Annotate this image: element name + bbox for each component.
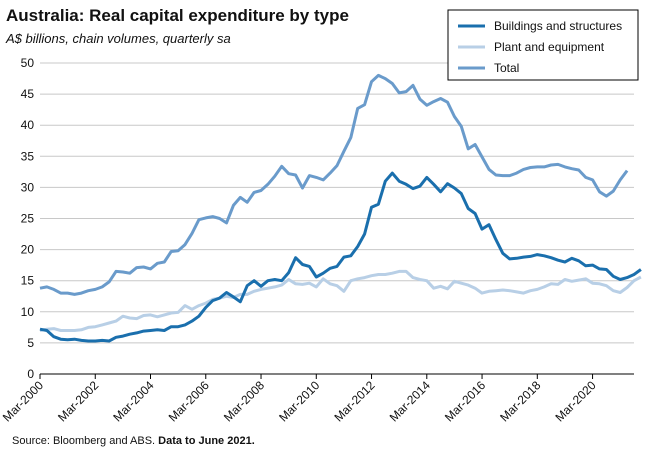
y-tick-label: 35 [21, 149, 35, 163]
x-tick-label: Mar-2014 [387, 378, 433, 424]
series-line-total [39, 73, 629, 296]
x-tick-label: Mar-2004 [110, 378, 156, 424]
y-tick-label: 45 [21, 87, 35, 101]
x-tick-label: Mar-2020 [552, 378, 598, 424]
y-tick-label: 20 [21, 243, 35, 257]
x-axis-ticks: Mar-2000 Mar-2002 Mar-2004 Mar-2006 Mar-2008… [0, 374, 599, 424]
legend-label-buildings-and-structures: Buildings and structures [494, 19, 622, 33]
legend-label-total: Total [494, 61, 519, 75]
y-tick-label: 25 [21, 212, 35, 226]
x-tick-label: Mar-2006 [166, 378, 212, 424]
y-tick-label: 50 [21, 56, 35, 70]
chart-subtitle: A$ billions, chain volumes, quarterly sa [6, 31, 231, 46]
gridlines [40, 62, 634, 375]
series-line-buildings-and-structures [39, 171, 642, 343]
data-date-note: Data to June 2021. [158, 435, 255, 447]
y-axis-ticks: 0 5 10 15 20 25 30 35 40 45 50 [21, 56, 35, 381]
y-tick-label: 40 [21, 118, 35, 132]
legend: Buildings and structures Plant and equipm… [447, 9, 639, 81]
chart-title: Australia: Real capital expenditure by t… [6, 6, 349, 25]
y-tick-label: 10 [21, 305, 35, 319]
source-text: Source: Bloomberg and ABS. [12, 435, 156, 447]
x-tick-label: Mar-2012 [331, 378, 377, 424]
y-tick-label: 15 [21, 274, 35, 288]
x-tick-label: Mar-2000 [0, 378, 46, 424]
y-tick-label: 0 [27, 367, 34, 381]
x-tick-label: Mar-2010 [276, 378, 322, 424]
x-tick-label: Mar-2016 [442, 378, 488, 424]
x-tick-label: Mar-2008 [221, 378, 267, 424]
y-tick-label: 30 [21, 180, 35, 194]
legend-label-plant-and-equipment: Plant and equipment [494, 40, 605, 54]
series-lines [39, 73, 642, 343]
series-line-plant-and-equipment [39, 269, 642, 332]
x-tick-label: Mar-2018 [497, 378, 543, 424]
source-note: Source: Bloomberg and ABS. Data to June … [12, 435, 255, 447]
x-tick-label: Mar-2002 [55, 378, 101, 424]
y-tick-label: 5 [27, 336, 34, 350]
